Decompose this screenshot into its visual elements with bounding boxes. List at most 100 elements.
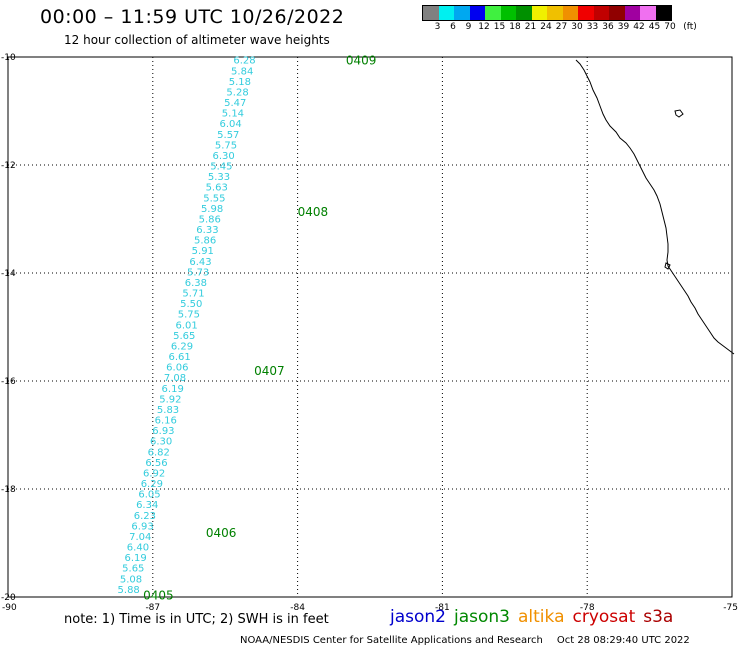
legend-swatch xyxy=(531,6,547,20)
legend-swatch xyxy=(624,6,640,20)
x-tick-label: -81 xyxy=(435,603,450,613)
legend-label: 70 xyxy=(664,22,676,32)
swh-value: 5.88 xyxy=(118,585,140,596)
swh-value: 5.18 xyxy=(229,77,251,88)
swh-value: 5.55 xyxy=(203,193,225,204)
y-tick-label: -10 xyxy=(1,53,16,63)
credit-text: NOAA/NESDIS Center for Satellite Applica… xyxy=(240,635,543,646)
swh-value: 5.47 xyxy=(224,98,246,109)
legend-labels: 3 6 9 12 15 18 21 24 27 30 33 36 39 42 45 70 (ft) xyxy=(422,21,697,33)
page-subtitle: 12 hour collection of altimeter wave hei… xyxy=(64,33,330,47)
swh-value: 5.45 xyxy=(210,162,232,173)
legend-swatches xyxy=(422,5,672,21)
legend-swatch xyxy=(562,6,578,20)
legend-swatch xyxy=(423,6,439,20)
swh-value: 6.23 xyxy=(134,511,156,522)
legend-label: 24 xyxy=(540,22,552,32)
legend-label: 18 xyxy=(509,22,521,32)
swh-track: 6.285.845.185.285.475.146.045.575.756.30… xyxy=(118,56,256,596)
swh-value: 6.30 xyxy=(150,437,172,448)
swh-value: 6.04 xyxy=(219,119,241,130)
x-tick-label: -90 xyxy=(2,603,17,613)
swh-value: 7.08 xyxy=(164,373,186,384)
legend-label: 9 xyxy=(465,22,472,32)
y-tick-label: -16 xyxy=(1,377,16,387)
legend-swatch xyxy=(500,6,516,20)
swh-value: 6.29 xyxy=(141,479,163,490)
swh-value: 6.28 xyxy=(233,56,255,67)
legend-label: 45 xyxy=(648,22,661,32)
mission-altika: altika xyxy=(518,607,565,627)
swh-value: 6.33 xyxy=(196,225,218,236)
legend-swatch xyxy=(609,6,625,20)
y-tick-label: -18 xyxy=(1,485,16,495)
footer-note: note: 1) Time is in UTC; 2) SWH is in fe… xyxy=(64,612,329,627)
legend-label: 6 xyxy=(450,22,456,32)
time-label: 0408 xyxy=(298,205,329,219)
legend-swatch xyxy=(438,6,454,20)
mission-s3a: s3a xyxy=(643,607,674,627)
swh-value: 6.30 xyxy=(213,151,235,162)
legend-unit: (ft) xyxy=(683,22,697,32)
legend-label: 42 xyxy=(633,22,645,32)
swh-value: 6.61 xyxy=(169,352,191,363)
x-tick-label: -87 xyxy=(145,603,160,613)
swh-value: 5.73 xyxy=(187,267,209,278)
swh-value: 5.65 xyxy=(173,331,195,342)
swh-value: 5.75 xyxy=(178,310,200,321)
time-label: 0409 xyxy=(346,54,377,68)
legend-swatch xyxy=(469,6,485,20)
swh-value: 5.63 xyxy=(206,183,228,194)
swh-value: 6.40 xyxy=(127,543,149,554)
legend-swatch xyxy=(640,6,656,20)
swh-value: 6.06 xyxy=(166,363,188,374)
swh-value: 5.08 xyxy=(120,574,142,585)
coast-islet xyxy=(664,262,671,270)
swh-value: 6.16 xyxy=(155,416,177,427)
page-title: 00:00 – 11:59 UTC 10/26/2022 xyxy=(40,6,345,28)
x-tick-label: -75 xyxy=(723,603,738,613)
mission-jason2: jason2 xyxy=(390,607,446,627)
color-legend: 3 6 9 12 15 18 21 24 27 30 33 36 39 42 45 70 (ft) xyxy=(422,5,697,33)
swh-value: 6.93 xyxy=(152,426,174,437)
swh-value: 5.28 xyxy=(226,87,248,98)
swh-value: 5.50 xyxy=(180,299,202,310)
legend-label: 30 xyxy=(571,22,583,32)
legend-swatch xyxy=(547,6,563,20)
legend-swatch xyxy=(454,6,470,20)
swh-value: 6.43 xyxy=(189,257,211,268)
legend-swatch xyxy=(593,6,609,20)
swh-value: 5.98 xyxy=(201,204,223,215)
island xyxy=(674,109,684,118)
swh-value: 5.33 xyxy=(208,172,230,183)
swh-value: 5.65 xyxy=(122,564,144,575)
legend-swatch xyxy=(516,6,532,20)
legend-label: 3 xyxy=(434,22,441,32)
credit-timestamp: Oct 28 08:29:40 UTC 2022 xyxy=(556,635,690,646)
swh-value: 5.92 xyxy=(159,394,181,405)
y-tick-label: -14 xyxy=(1,269,16,279)
mission-jason3: jason3 xyxy=(454,607,510,627)
swh-value: 6.56 xyxy=(145,458,167,469)
time-label: 0406 xyxy=(206,526,237,540)
time-labels: 0409 0408 0407 0406 0405 xyxy=(143,54,376,603)
swh-value: 6.19 xyxy=(124,553,146,564)
legend-label: 33 xyxy=(586,22,599,32)
swh-value: 6.93 xyxy=(131,521,153,532)
time-label: 0407 xyxy=(254,364,285,378)
swh-value: 6.01 xyxy=(175,320,197,331)
map-grid xyxy=(7,56,733,598)
swh-value: 6.92 xyxy=(143,468,165,479)
swh-value: 5.86 xyxy=(199,214,221,225)
swh-value: 5.71 xyxy=(182,289,204,300)
swh-value: 5.84 xyxy=(231,66,253,77)
y-tick-label: -12 xyxy=(1,161,16,171)
swh-value: 5.83 xyxy=(157,405,179,416)
swh-value: 6.19 xyxy=(162,384,184,395)
swh-value: 5.14 xyxy=(222,109,244,120)
legend-label: 15 xyxy=(493,22,506,32)
footer-credit: NOAA/NESDIS Center for Satellite Applica… xyxy=(240,635,690,646)
swh-value: 6.29 xyxy=(171,341,193,352)
x-tick-label: -78 xyxy=(580,603,595,613)
